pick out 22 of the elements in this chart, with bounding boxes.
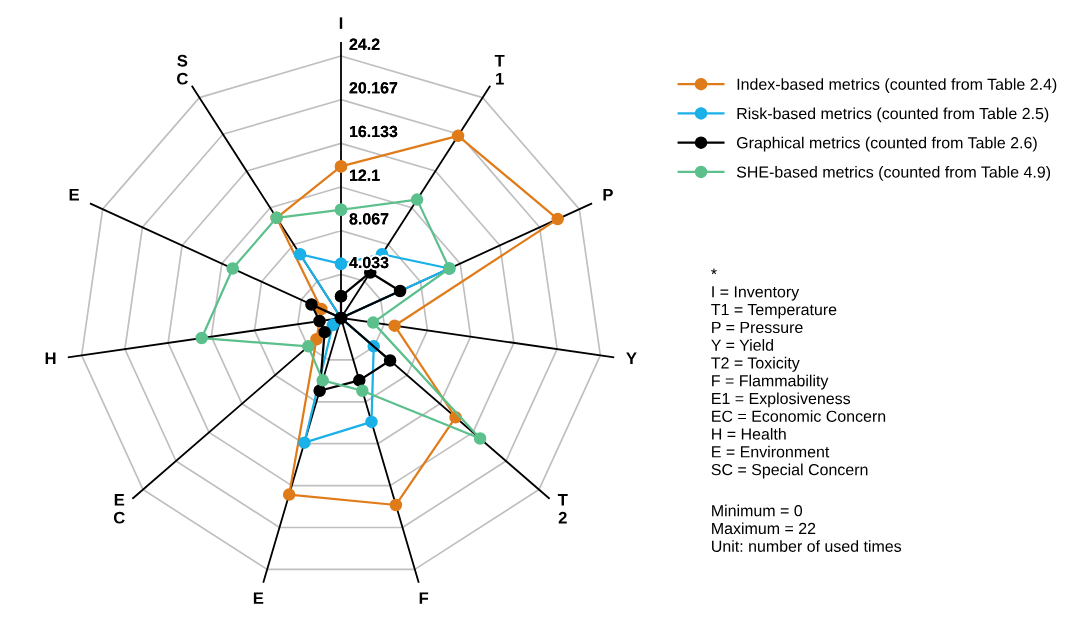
legend-label: SHE-based metrics (counted from Table 4.9)	[736, 165, 1051, 181]
spoke-label: SC	[177, 54, 188, 85]
y-tick-label: 16.133	[350, 125, 398, 138]
text: * I = Inventory T1 = Temperature P = Pressure Y = Yield T2 = Toxicity F = Flammability E1 = Explosiveness EC = Economic Concern H = Health E = Environment SC = Special Concern	[711, 268, 886, 479]
spoke-label: F	[419, 592, 429, 604]
legend-label: Graphical metrics (counted from Table 2.6)	[736, 136, 1037, 152]
spoke-label: I	[339, 17, 343, 29]
spoke-label: EC	[113, 494, 125, 524]
text: Minimum = 0 Maximum = 22 Unit: number of used times	[712, 504, 902, 552]
spoke-label: Y	[626, 352, 637, 365]
spoke-label: P	[603, 188, 613, 201]
spoke-label: H	[45, 352, 56, 365]
y-tick-label: 24.2	[349, 38, 380, 50]
y-tick-label: 8.067	[349, 213, 389, 225]
spoke-label: E	[253, 592, 264, 604]
legend-label: Risk-based metrics (counted from Table 2.5)	[737, 107, 1049, 123]
spoke-label: T2	[557, 494, 568, 524]
spoke-label: T1	[494, 55, 505, 85]
spoke-label: E	[69, 188, 79, 201]
legend-label: Index-based metrics (counted from Table 2.4)	[737, 78, 1057, 94]
y-tick-label: 20.167	[349, 82, 398, 94]
y-tick-label: 12.1	[350, 169, 380, 181]
